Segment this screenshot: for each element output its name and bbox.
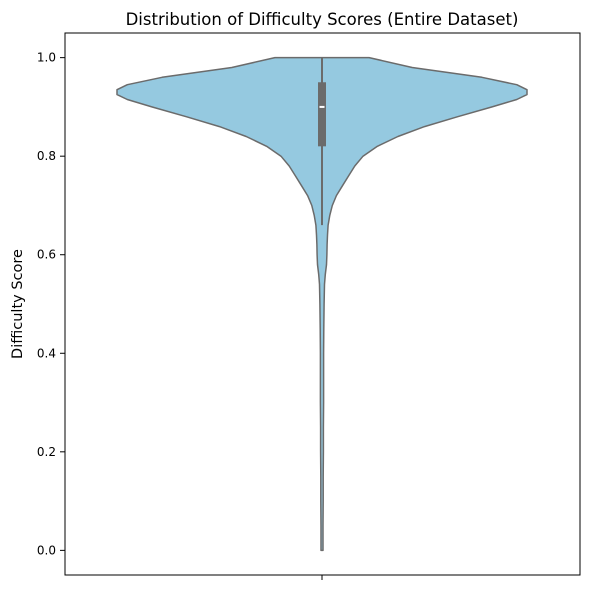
y-axis-label: Difficulty Score — [10, 249, 26, 359]
y-axis: 0.0 0.2 0.4 0.6 0.8 1.0 — [37, 51, 65, 557]
y-tick-label: 0.4 — [37, 346, 56, 360]
box-iqr — [318, 82, 326, 147]
violin-group — [116, 56, 528, 552]
y-tick-label: 0.2 — [37, 445, 56, 459]
y-tick-label: 1.0 — [37, 51, 56, 65]
violin-body — [116, 56, 528, 552]
box-group — [318, 57, 326, 226]
y-tick-label: 0.0 — [37, 543, 56, 557]
y-tick-label: 0.6 — [37, 248, 56, 262]
y-tick-label: 0.8 — [37, 149, 56, 163]
chart-title: Distribution of Difficulty Scores (Entir… — [126, 10, 519, 29]
